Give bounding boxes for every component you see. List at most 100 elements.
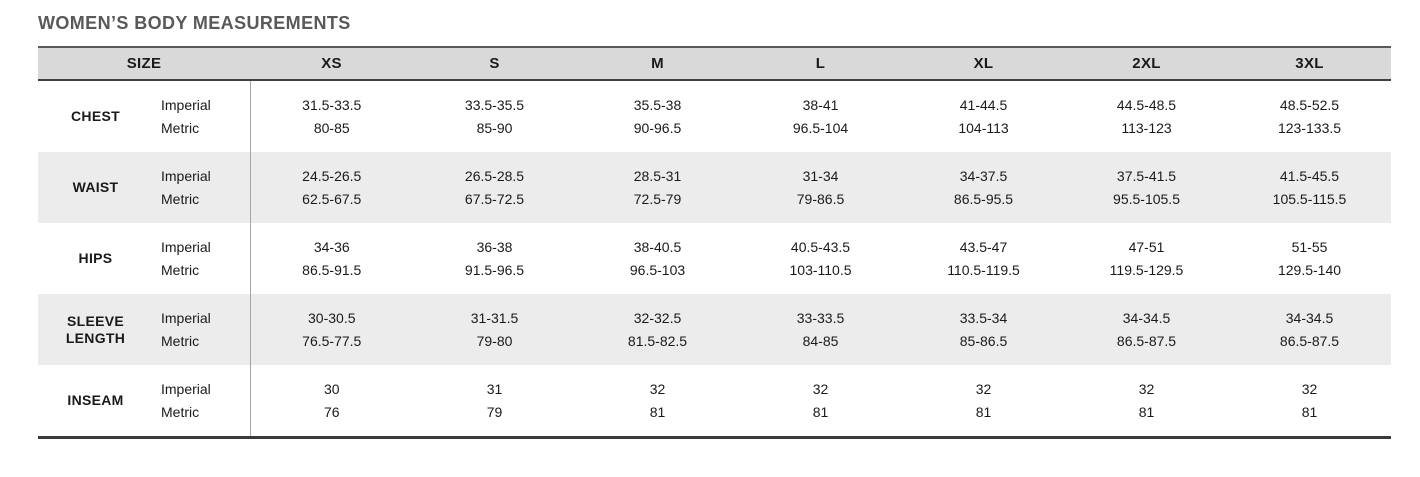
header-row: SIZE XS S M L XL 2XL 3XL	[38, 46, 1392, 81]
imperial-value: 33.5-35.5	[464, 96, 525, 113]
metric-value: 110.5-119.5	[947, 261, 1020, 278]
size-header-2xl: 2XL	[1065, 46, 1229, 81]
imperial-value: 38-40.5	[633, 238, 682, 255]
metric-value: 104-113	[958, 119, 1009, 136]
row-label-sleeve-length: SLEEVE LENGTH	[38, 294, 153, 365]
metric-value: 62.5-67.5	[302, 190, 362, 207]
metric-value: 103-110.5	[789, 261, 852, 278]
metric-value: 129.5-140	[1277, 261, 1342, 278]
waist-m-cell: 28.5-31 72.5-79	[576, 152, 740, 223]
imperial-label: Imperial	[161, 309, 211, 326]
sleeve-3xl-cell: 34-34.5 86.5-87.5	[1228, 294, 1392, 365]
imperial-value: 44.5-48.5	[1116, 96, 1177, 113]
row-label-chest: CHEST	[71, 108, 120, 124]
imperial-value: 28.5-31	[633, 167, 682, 184]
imperial-value: 38-41	[802, 96, 839, 113]
inseam-m-cell: 32 81	[576, 365, 739, 438]
metric-value: 86.5-87.5	[1116, 332, 1177, 349]
unit-labels-cell: Imperial Metric	[153, 223, 251, 294]
imperial-value: 31-34	[802, 167, 839, 184]
metric-value: 91.5-96.5	[464, 261, 525, 278]
metric-label: Metric	[161, 261, 200, 278]
hips-xl-cell: 43.5-47 110.5-119.5	[902, 223, 1065, 294]
waist-xs-cell: 24.5-26.5 62.5-67.5	[250, 152, 414, 223]
size-header-l: L	[739, 46, 903, 81]
table-row-waist: WAIST Imperial Metric 24.5-26.5 62.5-67.5…	[38, 152, 1392, 223]
size-header-3xl: 3XL	[1228, 46, 1392, 81]
size-header-s: S	[413, 46, 577, 81]
imperial-value: 51-55	[1291, 238, 1328, 255]
imperial-value: 37.5-41.5	[1116, 167, 1177, 184]
imperial-value: 33.5-34	[959, 309, 1008, 326]
hips-2xl-cell: 47-51 119.5-129.5	[1065, 223, 1228, 294]
metric-value: 95.5-105.5	[1113, 190, 1180, 207]
metric-value: 81	[649, 403, 666, 420]
imperial-label: Imperial	[161, 380, 211, 397]
sleeve-xl-cell: 33.5-34 85-86.5	[902, 294, 1066, 365]
sleeve-xs-cell: 30-30.5 76.5-77.5	[250, 294, 414, 365]
chest-xs-cell: 31.5-33.5 80-85	[250, 80, 413, 152]
imperial-value: 32-32.5	[633, 309, 682, 326]
metric-value: 79-86.5	[796, 190, 845, 207]
sleeve-m-cell: 32-32.5 81.5-82.5	[576, 294, 740, 365]
table-row-sleeve-length: SLEEVE LENGTH Imperial Metric 30-30.5 76.…	[38, 294, 1392, 365]
metric-label: Metric	[161, 190, 200, 207]
metric-value: 76.5-77.5	[302, 332, 362, 349]
hips-m-cell: 38-40.5 96.5-103	[576, 223, 739, 294]
chest-2xl-cell: 44.5-48.5 113-123	[1065, 80, 1228, 152]
waist-xl-cell: 34-37.5 86.5-95.5	[902, 152, 1066, 223]
waist-2xl-cell: 37.5-41.5 95.5-105.5	[1065, 152, 1229, 223]
chest-l-cell: 38-41 96.5-104	[739, 80, 902, 152]
imperial-value: 32	[975, 380, 992, 397]
measurements-table: SIZE XS S M L XL 2XL 3XL CHEST Imperial …	[38, 46, 1392, 439]
imperial-value: 32	[812, 380, 829, 397]
metric-label: Metric	[161, 403, 200, 420]
imperial-value: 40.5-43.5	[790, 238, 851, 255]
imperial-value: 24.5-26.5	[302, 167, 362, 184]
imperial-value: 43.5-47	[959, 238, 1008, 255]
metric-value: 79-80	[476, 332, 513, 349]
sleeve-s-cell: 31-31.5 79-80	[413, 294, 577, 365]
metric-value: 81.5-82.5	[627, 332, 688, 349]
inseam-3xl-cell: 32 81	[1228, 365, 1391, 438]
metric-value: 81	[975, 403, 992, 420]
imperial-value: 31-31.5	[470, 309, 519, 326]
table-row-chest: CHEST Imperial Metric 31.5-33.5 80-85 33.…	[38, 80, 1391, 152]
size-header-xs: XS	[250, 46, 414, 81]
metric-value: 84-85	[802, 332, 839, 349]
hips-3xl-cell: 51-55 129.5-140	[1228, 223, 1391, 294]
chest-xl-cell: 41-44.5 104-113	[902, 80, 1065, 152]
metric-value: 85-86.5	[959, 332, 1008, 349]
metric-value: 86.5-95.5	[953, 190, 1014, 207]
metric-label: Metric	[161, 119, 200, 136]
metric-value: 81	[1138, 403, 1155, 420]
table-row-inseam: INSEAM Imperial Metric 30 76 31 79 32 81 32…	[38, 365, 1391, 438]
metric-label: Metric	[161, 332, 200, 349]
imperial-value: 35.5-38	[633, 96, 682, 113]
metric-value: 67.5-72.5	[464, 190, 525, 207]
metric-value: 80-85	[313, 119, 350, 136]
imperial-value: 48.5-52.5	[1279, 96, 1340, 113]
inseam-2xl-cell: 32 81	[1065, 365, 1228, 438]
metric-value: 86.5-91.5	[302, 261, 362, 278]
row-label-inseam: INSEAM	[67, 392, 124, 408]
unit-labels-cell: Imperial Metric	[153, 80, 251, 152]
metric-value: 119.5-129.5	[1109, 261, 1184, 278]
metric-value: 113-123	[1121, 119, 1172, 136]
metric-value: 96.5-104	[792, 119, 849, 136]
size-column-header: SIZE	[38, 46, 251, 81]
metric-value: 76	[323, 403, 340, 420]
imperial-value: 41-44.5	[959, 96, 1008, 113]
metric-value: 105.5-115.5	[1272, 190, 1347, 207]
inseam-l-cell: 32 81	[739, 365, 902, 438]
row-label-hips: HIPS	[78, 250, 113, 266]
imperial-label: Imperial	[161, 96, 211, 113]
hips-l-cell: 40.5-43.5 103-110.5	[739, 223, 902, 294]
page-title: WOMEN’S BODY MEASUREMENTS	[38, 13, 351, 33]
imperial-value: 31	[486, 380, 503, 397]
sleeve-l-cell: 33-33.5 84-85	[739, 294, 903, 365]
imperial-value: 36-38	[476, 238, 513, 255]
unit-labels-cell: Imperial Metric	[153, 152, 251, 223]
imperial-label: Imperial	[161, 167, 211, 184]
